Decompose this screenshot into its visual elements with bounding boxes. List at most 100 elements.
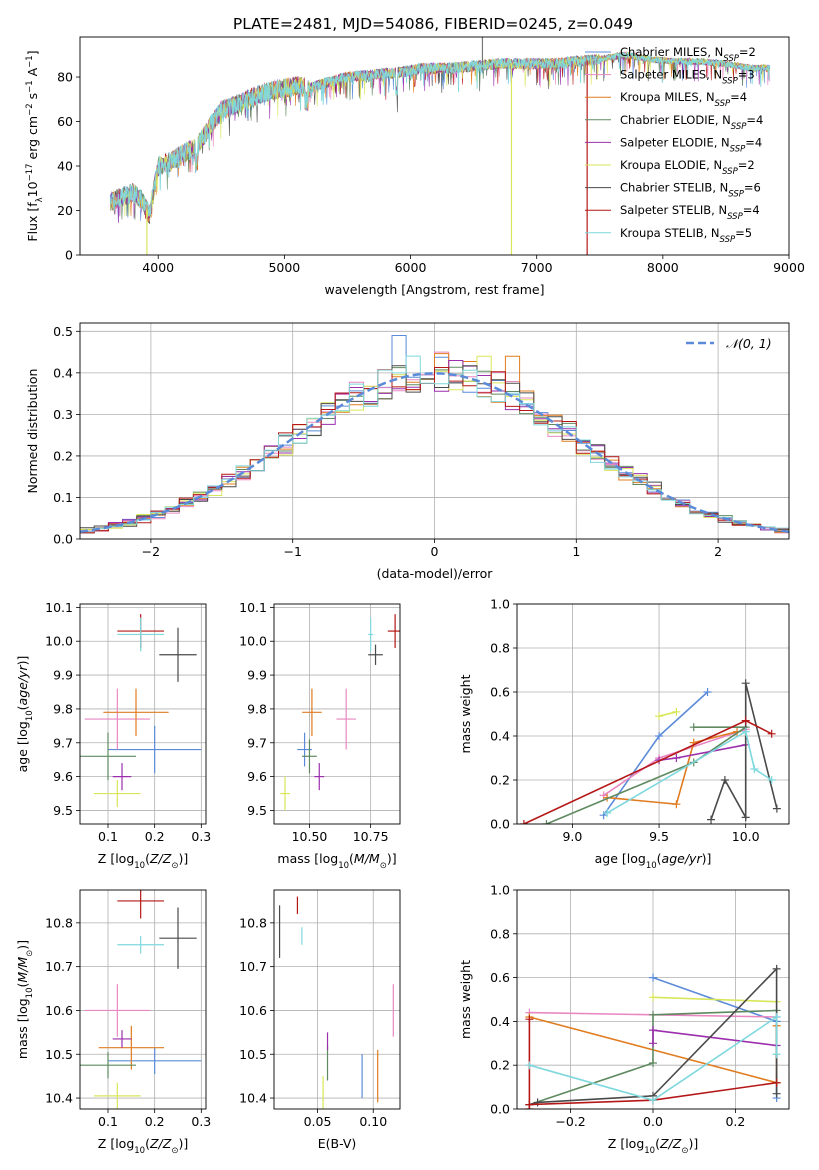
- plot-area: [519, 679, 781, 824]
- text-part: Salpeter STELIB, N: [620, 203, 727, 217]
- y-tick-label: 60: [57, 114, 73, 129]
- y-tick-label: 0.8: [490, 641, 510, 656]
- text-part: E(B-V): [318, 1136, 357, 1151]
- text-part: =2: [738, 158, 755, 172]
- x-tick-label: 7000: [521, 260, 553, 275]
- weight-marker: [741, 716, 750, 725]
- text-part: age [log: [15, 721, 30, 772]
- grid: [80, 604, 206, 824]
- text-part: ⊙: [171, 861, 178, 871]
- text-part: (: [15, 705, 30, 710]
- y-tick-label: 40: [57, 159, 73, 174]
- weight-marker: [655, 732, 664, 740]
- text-part: (: [15, 983, 30, 988]
- text-part: ⊙: [25, 950, 35, 957]
- x-tick-label: −1: [283, 544, 301, 559]
- text-part: Z/Z: [659, 1136, 682, 1151]
- plot-area: [80, 335, 789, 534]
- text-part: −1: [25, 55, 35, 68]
- y-tick-label: 0.0: [490, 1102, 510, 1117]
- panel-weight_vs_Z: −0.2 0.0 0.2 0.0 0.2 0.4 0.6 0.8 1.0 Z [log10(Z/Z…: [458, 883, 790, 1156]
- text-part: =4: [745, 135, 762, 149]
- y-tick-label: 0.4: [53, 365, 73, 380]
- text-part: age/yr: [662, 851, 703, 866]
- text-part: erg cm: [25, 116, 40, 164]
- x-axis-label: Z [log10(Z/Z⊙)]: [98, 1136, 188, 1156]
- x-tick-label: 10.50: [292, 829, 328, 844]
- weight-marker: [741, 727, 750, 736]
- axes-frame: [516, 889, 790, 1110]
- text-part: −1: [25, 80, 35, 93]
- text-part: SSP: [727, 212, 743, 222]
- text-part: SSP: [722, 77, 738, 87]
- text-part: SSP: [720, 235, 736, 245]
- text-part: Z [log: [608, 1136, 644, 1151]
- panel-age_vs_Z: 0.1 0.2 0.39.59.69.79.89.910.010.1Z [log10…: [15, 600, 211, 871]
- text-part: Chabrier STELIB, N: [620, 181, 728, 195]
- weight-marker: [741, 813, 750, 822]
- y-tick-label: 10.6: [239, 1003, 267, 1018]
- text-part: 10: [134, 1146, 145, 1156]
- x-tick-label: 0.3: [191, 1114, 211, 1129]
- panel-weight_vs_age: 9.0 9.5 10.0 0.0 0.2 0.4 0.6 0.8 1.0 age [log10(a…: [458, 597, 790, 871]
- text-part: =4: [743, 203, 760, 217]
- y-tick-label: 0.2: [490, 773, 510, 788]
- x-axis-label: wavelength [Angstrom, rest frame]: [324, 282, 544, 297]
- text-part: Salpeter MILES, N: [620, 68, 722, 82]
- weight-marker: [649, 1026, 657, 1035]
- text-part: mass [log: [277, 851, 338, 866]
- y-tick-label: 0.6: [490, 685, 510, 700]
- text-part: )]: [688, 1136, 698, 1151]
- x-tick-label: −0.2: [555, 1114, 585, 1129]
- y-axis-label: age [log10(age/yr)]: [15, 656, 35, 773]
- text-part: Chabrier MILES, N: [620, 45, 723, 59]
- x-axis-label: Z [log10(Z/Z⊙)]: [608, 1136, 698, 1156]
- weight-marker: [741, 679, 750, 688]
- weight-marker: [767, 729, 776, 738]
- y-tick-label: 1.0: [490, 883, 510, 898]
- panel-spectrum: 4000 5000 6000 7000 8000 9000 0 20 40 60 80 wavelen…: [25, 36, 805, 297]
- y-tick-label: 9.5: [247, 803, 267, 818]
- panel-mass_vs_Z: 0.1 0.2 0.310.410.510.610.710.8Z [log10(Z/…: [15, 889, 211, 1156]
- text-part: mass weight: [458, 674, 473, 753]
- text-part: Z [log: [98, 851, 134, 866]
- x-tick-label: 0.2: [145, 829, 165, 844]
- y-axis-label: Flux [fλ10−17 erg cm−2 s−1 A−1]: [25, 50, 45, 241]
- grid: [274, 604, 400, 824]
- y-tick-label: 9.6: [247, 769, 267, 784]
- text-part: (: [145, 1136, 150, 1151]
- legend-label: Kroupa ELODIE, NSSP=2: [620, 158, 755, 177]
- legend-label: Kroupa STELIB, NSSP=5: [620, 226, 752, 245]
- text-part: =3: [738, 68, 755, 82]
- text-part: Chabrier ELODIE, N: [620, 113, 731, 127]
- text-part: ⊙: [681, 1146, 688, 1156]
- x-tick-label: 4000: [142, 260, 174, 275]
- y-tick-label: 0.1: [53, 490, 73, 505]
- text-part: Kroupa STELIB, N: [620, 226, 720, 240]
- panel-age_vs_mass: 10.50 10.75 9.5 9.6 9.7 9.8 9.9 10.0 10.1 mass [l…: [239, 600, 401, 871]
- weight-series-line: [546, 726, 749, 824]
- text-part: SSP: [715, 99, 731, 109]
- text-part: (: [657, 851, 662, 866]
- weight-marker: [649, 973, 657, 982]
- weight-marker: [525, 1100, 534, 1109]
- text-part: (data-model)/error: [377, 566, 494, 581]
- x-tick-label: 0.3: [191, 829, 211, 844]
- text-part: 10: [25, 710, 35, 721]
- y-tick-label: 10.6: [45, 1003, 73, 1018]
- x-tick-label: 6000: [395, 260, 427, 275]
- text-part: 10: [646, 861, 657, 871]
- text-part: )]: [15, 656, 30, 666]
- y-tick-label: 0.4: [490, 1014, 510, 1029]
- text-part: age [log: [595, 851, 646, 866]
- grid: [517, 603, 789, 825]
- y-tick-label: 10.5: [239, 1047, 267, 1062]
- y-tick-label: 0.0: [490, 817, 510, 832]
- y-tick-label: 10.4: [45, 1091, 73, 1106]
- y-axis-label: mass weight: [458, 674, 473, 753]
- axes-frame: [79, 322, 790, 540]
- y-tick-label: 0.2: [490, 1058, 510, 1073]
- x-tick-label: 0.2: [145, 1114, 165, 1129]
- legend-label: Salpeter STELIB, NSSP=4: [620, 203, 760, 222]
- y-tick-label: 9.6: [53, 769, 73, 784]
